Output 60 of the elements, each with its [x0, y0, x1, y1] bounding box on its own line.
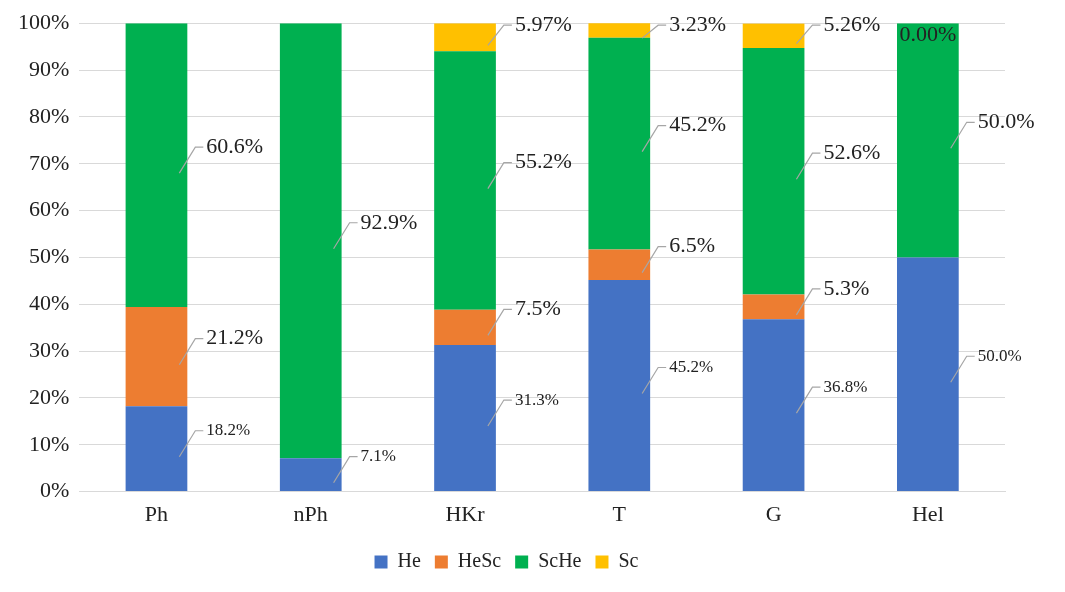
bar	[434, 309, 496, 345]
y-tick-label: 10%	[29, 430, 70, 456]
data-label: 3.23%	[669, 10, 726, 36]
bar	[742, 319, 805, 492]
bar	[434, 23, 496, 52]
bar	[897, 257, 959, 492]
y-tick-label: 80%	[29, 102, 70, 128]
bar	[279, 458, 342, 492]
y-tick-label: 70%	[29, 149, 70, 175]
data-label: 55.2%	[514, 148, 572, 174]
data-label: 5.97%	[514, 10, 572, 36]
x-tick-label: HKr	[445, 500, 486, 526]
x-tick-label: nPh	[293, 500, 328, 526]
bar	[588, 37, 651, 250]
data-label: 52.6%	[823, 139, 881, 164]
bar	[434, 344, 496, 492]
y-tick-label: 20%	[29, 383, 70, 409]
legend-label: ScHe	[538, 549, 582, 572]
bar	[434, 51, 496, 310]
bar	[279, 23, 342, 459]
y-tick-label: 100%	[18, 8, 70, 34]
x-tick-label: Hel	[911, 500, 944, 526]
data-label: 5.26%	[823, 10, 881, 36]
bar	[742, 48, 805, 295]
bar	[742, 23, 805, 49]
data-label: 0.00%	[899, 20, 957, 46]
data-label: 7.5%	[514, 295, 561, 321]
data-label: 50.0%	[977, 108, 1035, 134]
bar	[742, 294, 805, 320]
y-tick-label: 0%	[40, 477, 70, 503]
y-tick-label: 90%	[29, 55, 70, 81]
y-tick-label: 50%	[29, 243, 70, 269]
bar	[125, 23, 188, 308]
legend-label: Sc	[618, 549, 639, 572]
data-label: 50.0%	[977, 345, 1022, 365]
y-tick-label: 60%	[29, 196, 70, 222]
bar	[125, 406, 188, 492]
data-label: 60.6%	[206, 132, 264, 158]
data-label: 45.2%	[669, 111, 726, 137]
y-tick-label: 40%	[29, 290, 70, 316]
bar	[588, 23, 651, 38]
data-label: 21.2%	[206, 324, 264, 350]
data-label: 7.1%	[360, 446, 397, 466]
data-label: 31.3%	[514, 389, 559, 409]
data-label: 18.2%	[206, 420, 251, 440]
bar	[588, 279, 651, 492]
data-label: 92.9%	[360, 208, 418, 234]
data-label: 36.8%	[823, 376, 868, 396]
bar	[897, 23, 959, 258]
legend-label: He	[397, 549, 421, 572]
x-tick-label: G	[765, 500, 782, 526]
data-label: 6.5%	[669, 232, 715, 258]
y-tick-label: 30%	[29, 336, 70, 362]
x-tick-label: T	[612, 500, 627, 526]
data-label: 5.3%	[823, 274, 870, 300]
bar	[125, 307, 188, 407]
bar	[588, 249, 651, 280]
x-tick-label: Ph	[144, 500, 169, 526]
legend-label: HeSc	[457, 549, 502, 572]
data-label: 45.2%	[669, 356, 714, 376]
